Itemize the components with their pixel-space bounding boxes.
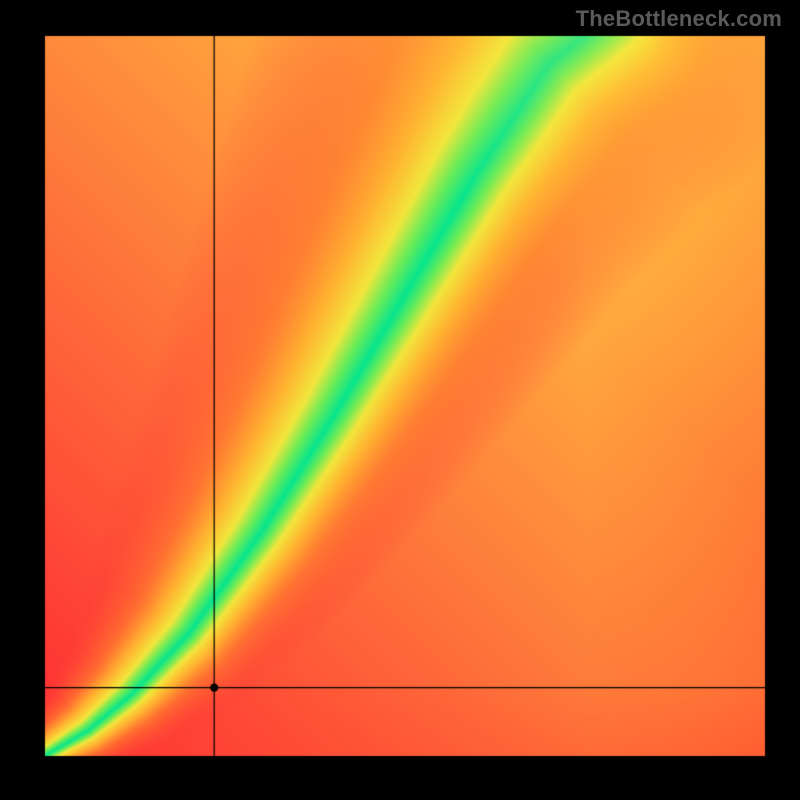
watermark-text: TheBottleneck.com xyxy=(576,6,782,32)
chart-container: TheBottleneck.com xyxy=(0,0,800,800)
heatmap-canvas xyxy=(0,0,800,800)
